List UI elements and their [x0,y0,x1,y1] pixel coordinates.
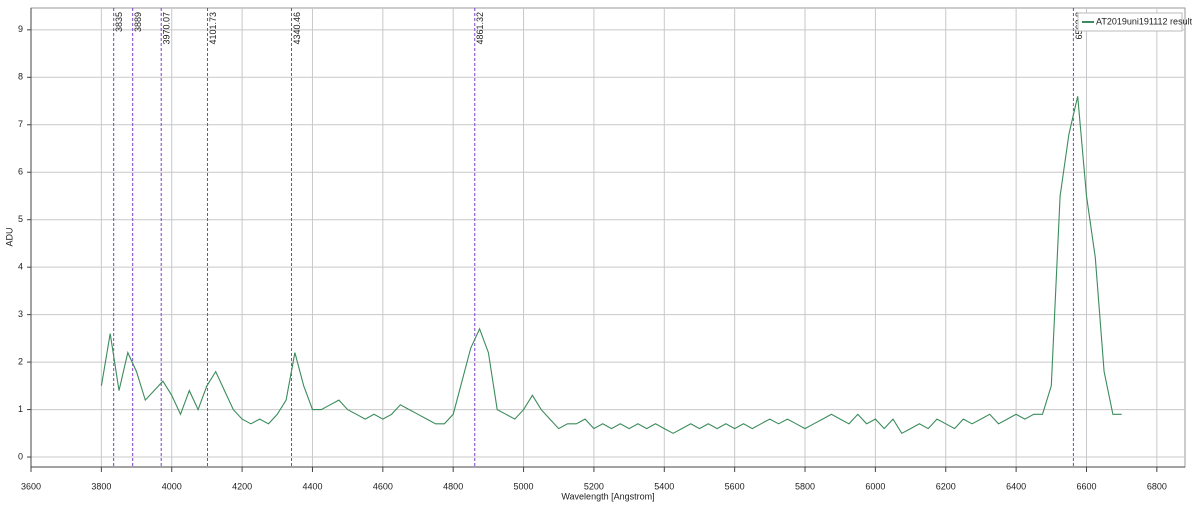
y-tick-label: 8 [18,72,23,82]
y-tick-label: 6 [18,167,23,177]
x-tick-label: 6200 [936,481,956,491]
x-tick-label: 4200 [232,481,252,491]
x-tick-label: 4800 [443,481,463,491]
y-tick-label: 7 [18,119,23,129]
marker-label: 4101.73 [208,12,218,45]
y-tick-label: 3 [18,309,23,319]
x-tick-label: 3800 [91,481,111,491]
y-tick-label: 0 [18,451,23,461]
data-line [100,96,1122,435]
y-tick-label: 1 [18,404,23,414]
x-tick-label: 5200 [584,481,604,491]
x-tick-label: 6000 [865,481,885,491]
x-tick-label: 3600 [21,481,41,491]
plot-area [30,7,1186,468]
x-tick-label: 6800 [1147,481,1167,491]
y-tick-label: 4 [18,262,23,272]
x-tick-label: 6400 [1006,481,1026,491]
y-tick-label: 5 [18,214,23,224]
y-axis-label: ADU [4,227,14,246]
x-tick-label: 4600 [373,481,393,491]
x-tick-label: 5800 [795,481,815,491]
x-tick-label: 6600 [1076,481,1096,491]
marker-label: 3970.07 [162,12,172,45]
x-tick-label: 5000 [514,481,534,491]
x-axis-label: Wavelength [Angstrom] [561,491,654,501]
legend-label: AT2019uni191112 result [1096,16,1193,26]
x-tick-label: 5400 [654,481,674,491]
legend-box [1077,12,1183,32]
x-tick-label: 4400 [302,481,322,491]
marker-label: 3889 [133,12,143,32]
y-tick-label: 2 [18,356,23,366]
x-tick-label: 5600 [725,481,745,491]
x-tick-label: 4000 [162,481,182,491]
marker-label: 4861.32 [475,12,485,45]
marker-label: 4340.46 [292,12,302,45]
y-tick-label: 9 [18,24,23,34]
marker-label: 3835 [114,12,124,32]
